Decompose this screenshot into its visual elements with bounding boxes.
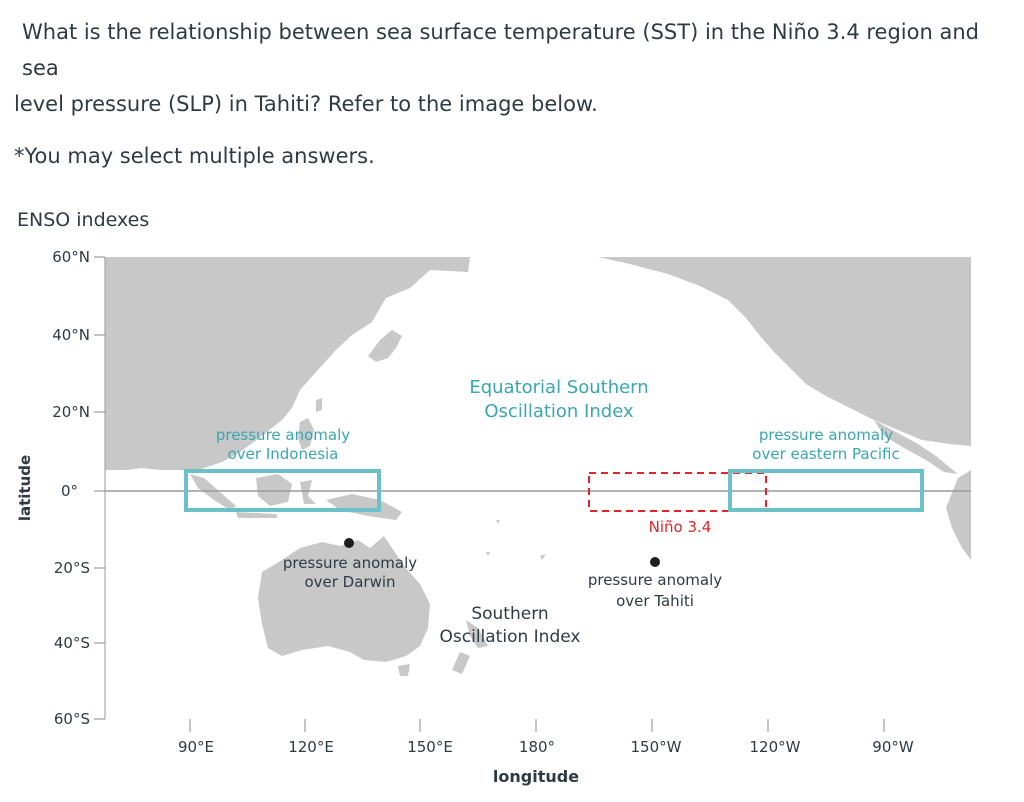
- indonesia-pressure-box: [184, 469, 381, 512]
- darwin-marker: [344, 538, 354, 548]
- caribbean-islands: [912, 410, 950, 422]
- lon-tick-label: 90°E: [178, 738, 214, 756]
- australia-landmass: [258, 536, 430, 662]
- label-darwin-line1: pressure anomaly: [283, 554, 417, 572]
- label-soi-line2: Oscillation Index: [440, 627, 581, 647]
- nino34-region-box: [588, 472, 767, 512]
- label-eastern-pacific-line2: over eastern Pacific: [752, 445, 899, 463]
- label-eso-line2: Oscillation Index: [484, 401, 634, 422]
- central-america-landmass: [874, 420, 958, 474]
- eastern-pacific-pressure-box: [728, 469, 924, 512]
- question-text-line1: What is the relationship between sea sur…: [22, 20, 979, 80]
- lat-tick-label: 40°S: [54, 634, 90, 652]
- japan-landmass: [368, 330, 402, 362]
- java-landmass: [236, 512, 278, 518]
- lat-tick-labels: 60°N 40°N 20°N 0° 20°S 40°S 60°S: [52, 248, 90, 728]
- sumatra-landmass: [190, 474, 236, 510]
- lon-tick-label: 150°E: [407, 738, 453, 756]
- new-zealand-landmass: [466, 620, 488, 648]
- taiwan-landmass: [316, 398, 322, 412]
- question-note: *You may select multiple answers.: [14, 144, 375, 168]
- map-title: ENSO indexes: [17, 209, 149, 231]
- lat-tick-label: 20°N: [52, 403, 90, 421]
- lat-tick-label: 40°N: [52, 326, 90, 344]
- lat-tick-label: 60°S: [54, 710, 90, 728]
- lon-tick-labels: 90°E 120°E 150°E 180° 150°W 120°W 90°W: [178, 738, 914, 756]
- lat-tick-label: 0°: [61, 482, 78, 500]
- label-indonesia-line1: pressure anomaly: [216, 426, 350, 444]
- tahiti-marker: [650, 557, 660, 567]
- label-darwin-line2: over Darwin: [304, 573, 395, 591]
- new-guinea-landmass: [326, 494, 402, 520]
- tasmania-landmass: [398, 664, 410, 676]
- question-text-line2: level pressure (SLP) in Tahiti? Refer to…: [14, 92, 598, 116]
- pacific-islands: [486, 520, 546, 560]
- x-axis-label: longitude: [493, 767, 579, 786]
- label-nino34: Niño 3.4: [649, 518, 712, 536]
- philippines-landmass: [298, 418, 314, 450]
- lon-tick-label: 150°W: [631, 738, 682, 756]
- north-america-landmass: [598, 257, 971, 446]
- label-tahiti-line1: pressure anomaly: [588, 571, 722, 589]
- new-zealand-south: [452, 652, 470, 674]
- lon-tick-label: 180°: [519, 738, 555, 756]
- label-tahiti-line2: over Tahiti: [616, 592, 694, 610]
- lat-tick-marks: [94, 256, 105, 720]
- south-america-landmass: [946, 470, 971, 560]
- y-axis-label: latitude: [16, 455, 34, 521]
- lat-tick-label: 60°N: [52, 248, 90, 266]
- borneo-landmass: [256, 474, 292, 506]
- label-soi-line1: Southern: [471, 604, 548, 624]
- lat-tick-label: 20°S: [54, 559, 90, 577]
- label-eastern-pacific-line1: pressure anomaly: [759, 426, 893, 444]
- lon-tick-label: 120°E: [288, 738, 334, 756]
- asia-landmass: [105, 257, 470, 470]
- label-eso-line1: Equatorial Southern: [469, 377, 648, 398]
- question-block: What is the relationship between sea sur…: [14, 14, 1004, 174]
- lon-tick-label: 120°W: [750, 738, 801, 756]
- label-indonesia-line2: over Indonesia: [228, 445, 339, 463]
- lon-tick-label: 90°W: [872, 738, 914, 756]
- sulawesi-landmass: [300, 480, 316, 504]
- land-masses: [105, 257, 971, 676]
- lon-tick-marks: [189, 719, 885, 732]
- map-labels: pressure anomaly over Indonesia pressure…: [216, 377, 900, 647]
